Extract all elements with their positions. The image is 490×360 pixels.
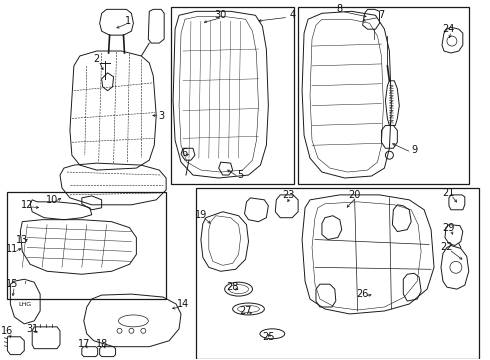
Text: 4: 4 [289, 10, 295, 20]
Text: 13: 13 [16, 234, 28, 244]
Bar [7, 192, 166, 299]
Text: 18: 18 [96, 339, 108, 349]
Text: 25: 25 [262, 332, 274, 342]
Bar [171, 7, 294, 184]
Text: 17: 17 [77, 339, 90, 349]
Text: 21: 21 [443, 188, 455, 198]
Text: 15: 15 [6, 279, 19, 289]
Text: 10: 10 [46, 195, 58, 205]
Text: 7: 7 [378, 10, 385, 20]
Text: 2: 2 [94, 54, 100, 64]
Text: 9: 9 [411, 145, 417, 155]
Text: 23: 23 [282, 190, 294, 200]
Text: 29: 29 [443, 222, 455, 233]
Text: 12: 12 [21, 200, 33, 210]
Bar [298, 7, 469, 184]
Text: 3: 3 [158, 111, 164, 121]
Text: 24: 24 [443, 24, 455, 34]
Text: 5: 5 [238, 170, 244, 180]
Text: 16: 16 [1, 326, 14, 336]
Text: 11: 11 [6, 244, 19, 255]
Text: 31: 31 [26, 324, 38, 334]
Text: 6: 6 [181, 148, 187, 158]
Text: 26: 26 [356, 289, 369, 299]
Text: 19: 19 [195, 210, 207, 220]
Text: 14: 14 [177, 299, 189, 309]
Text: 22: 22 [441, 243, 453, 252]
Bar [196, 188, 479, 359]
Text: 1: 1 [125, 16, 131, 26]
Text: 8: 8 [337, 4, 343, 14]
Text: 30: 30 [215, 10, 227, 20]
Text: LHG: LHG [19, 302, 32, 306]
Text: 27: 27 [239, 306, 252, 316]
Text: 20: 20 [348, 190, 361, 200]
Text: 28: 28 [226, 282, 239, 292]
